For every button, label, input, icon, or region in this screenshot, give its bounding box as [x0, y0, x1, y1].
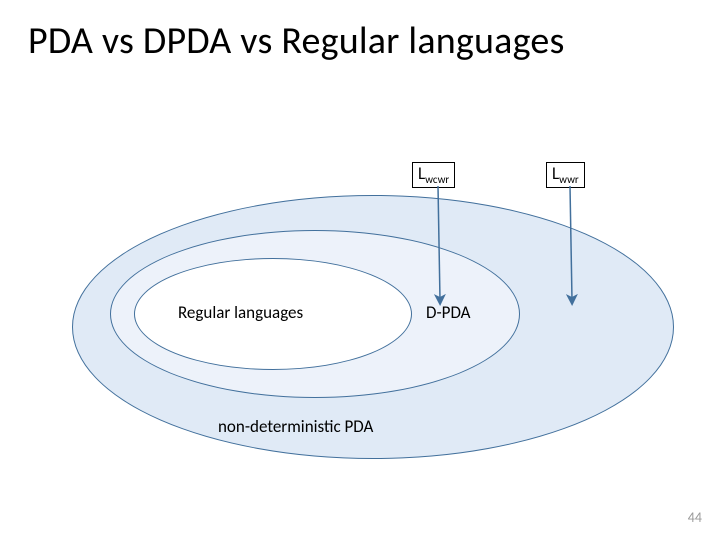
box-lwwr-sub: wwr	[559, 173, 579, 186]
slide: PDA vs DPDA vs Regular languages Regular…	[0, 0, 720, 540]
page-number: 44	[688, 509, 702, 526]
slide-title: PDA vs DPDA vs Regular languages	[28, 18, 565, 64]
box-lwwr: Lwwr	[546, 162, 585, 188]
box-lwcwr-sub: wcwr	[425, 173, 449, 186]
label-dpda: D-PDA	[426, 302, 471, 323]
label-npda: non-deterministic PDA	[218, 416, 373, 437]
box-lwcwr: Lwcwr	[412, 162, 455, 188]
label-regular: Regular languages	[178, 302, 303, 323]
